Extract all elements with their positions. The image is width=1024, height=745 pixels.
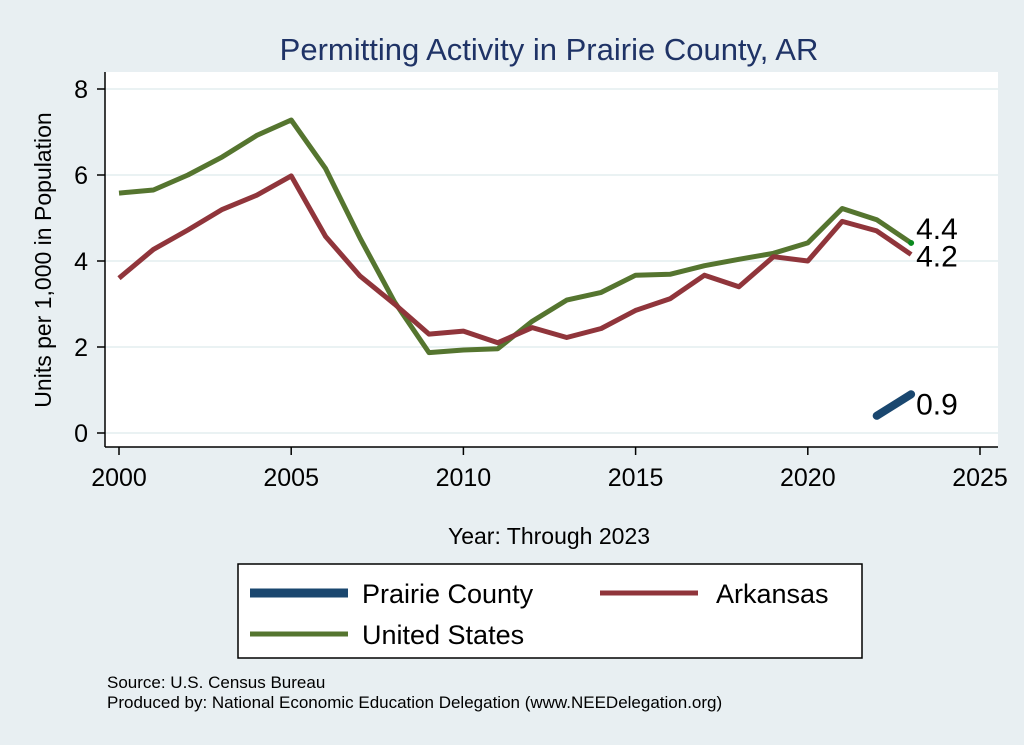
series-line-arkansas [117, 173, 913, 346]
x-tick-label: 2025 [952, 464, 1008, 492]
end-label-united-states: 4.4 [916, 213, 958, 246]
end-label-prairie-county: 0.9 [916, 388, 958, 421]
series-line-prairie-county [872, 390, 916, 420]
x-tick-label: 2020 [780, 464, 836, 492]
end-labels: 0.9 4.24.4 [908, 213, 958, 421]
x-tick-label: 2015 [608, 464, 664, 492]
plot-area [105, 72, 998, 447]
gridlines [105, 88, 998, 434]
producer-note: Produced by: National Economic Education… [107, 693, 722, 712]
x-tick-label: 2005 [263, 464, 319, 492]
x-axis-title: Year: Through 2023 [448, 523, 650, 549]
end-label-arkansas: 4.2 [916, 241, 958, 274]
legend-box [237, 563, 863, 659]
y-tick-label: 0 [74, 420, 88, 448]
legend: Prairie County Arkansas United States [250, 579, 829, 650]
y-tick-label: 2 [74, 334, 88, 362]
end-marker-united-states [908, 239, 915, 246]
y-tick-label: 6 [74, 162, 88, 190]
y-tick-label: 4 [74, 248, 88, 276]
chart-title: Permitting Activity in Prairie County, A… [280, 32, 819, 67]
source-note: Source: U.S. Census Bureau [107, 673, 325, 692]
x-tick-label: 2010 [436, 464, 492, 492]
legend-label-arkansas: Arkansas [716, 579, 829, 609]
y-axis-title: Units per 1,000 in Population [30, 112, 56, 407]
x-tick-label: 2000 [91, 464, 147, 492]
series-lines [117, 117, 916, 420]
legend-label-united-states: United States [362, 620, 524, 650]
legend-label-prairie-county: Prairie County [362, 579, 534, 609]
y-tick-label: 8 [74, 76, 88, 104]
axes: 0 2 4 6 8 2000 2005 2010 2015 2020 2025 [74, 72, 1008, 492]
